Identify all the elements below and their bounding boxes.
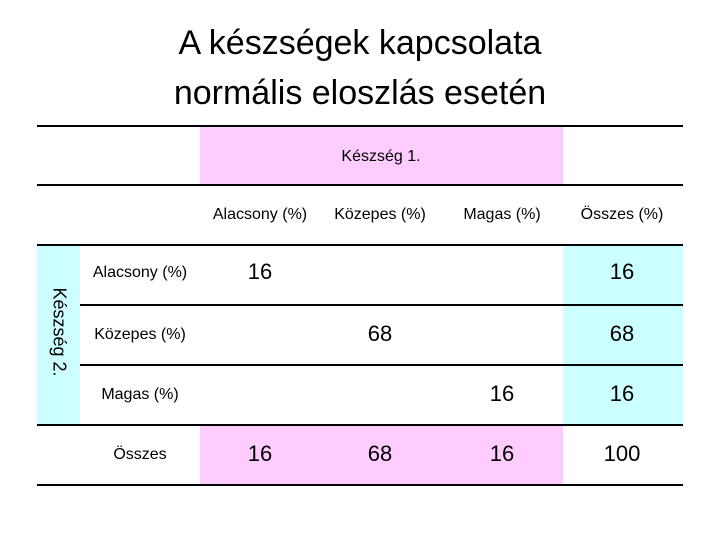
cell-value: 16 [610,259,634,284]
column-header: Összes (%) [581,205,664,223]
cell-value: 68 [610,321,634,346]
title-line: normális eloszlás esetén [174,74,546,112]
column-group-label: Készség 1. [341,148,420,165]
row-label: Magas (%) [101,386,178,403]
title-line: A készségek kapcsolata [179,24,542,62]
row-label: Alacsony (%) [93,264,187,281]
cell-value: 16 [490,381,514,406]
row-label: Összes [113,445,166,463]
cell-value: 16 [610,381,634,406]
cell-value: 68 [368,321,392,346]
row-label: Közepes (%) [94,326,186,343]
column-header: Közepes (%) [334,206,426,223]
column-header: Alacsony (%) [213,206,307,223]
cell-value: 68 [368,441,392,466]
cell-value: 100 [604,441,641,466]
cell-value: 16 [490,441,514,466]
total-row-bg [200,425,563,485]
group-header-bg [200,127,563,185]
total-column-bg [563,245,683,425]
cell-value: 16 [248,441,272,466]
column-header: Magas (%) [463,206,540,223]
row-group-bg [37,245,80,425]
cell-value: 16 [248,259,272,284]
row-group-label: Készség 2. [49,287,69,376]
